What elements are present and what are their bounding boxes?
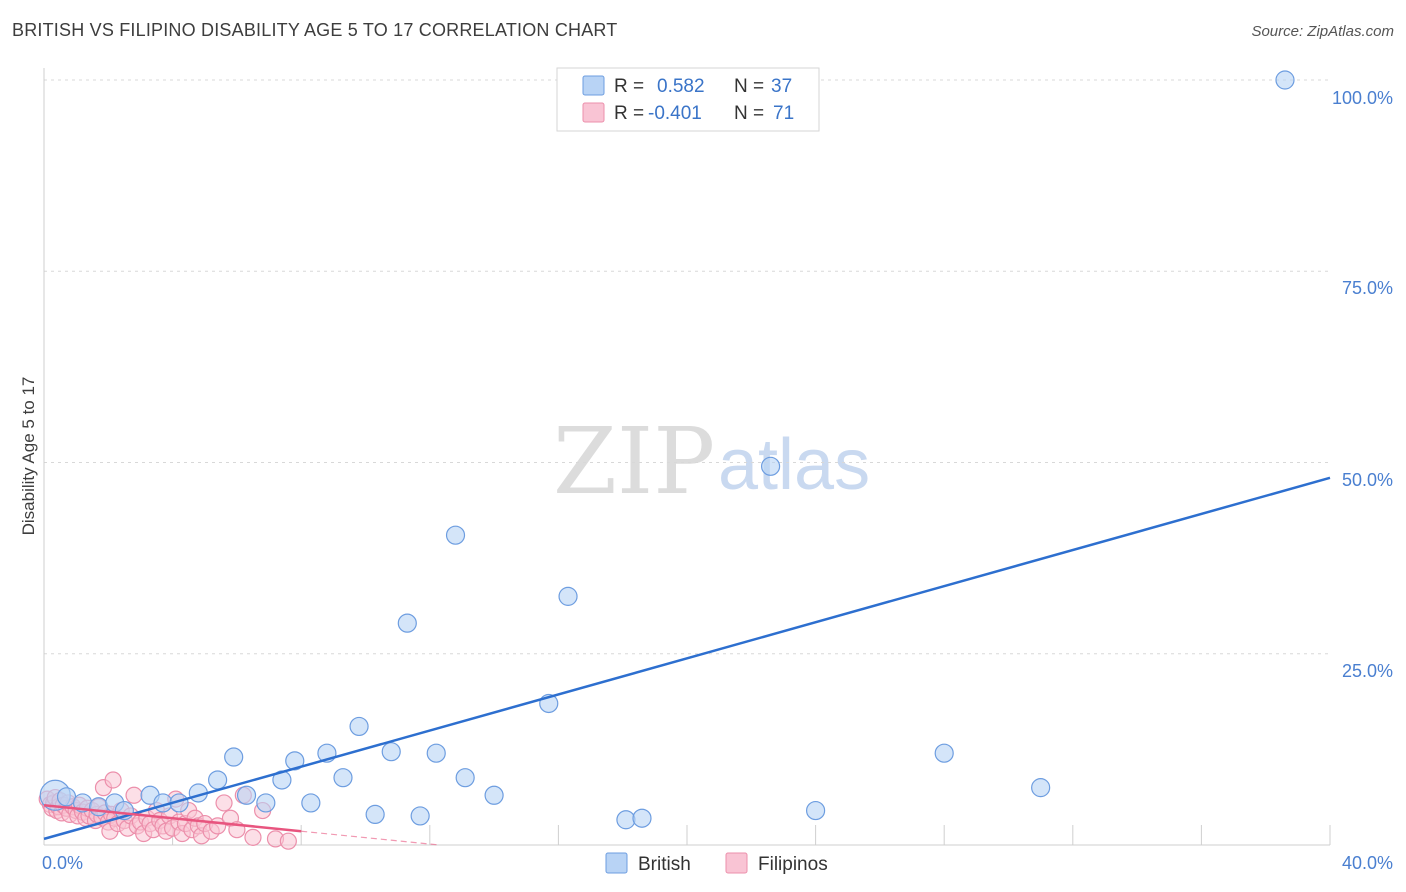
legend-swatch-british (582, 75, 605, 96)
chart-title: BRITISH VS FILIPINO DISABILITY AGE 5 TO … (12, 20, 618, 40)
filipinos-trend-line-extension (301, 830, 440, 846)
legend-bottom-filipinos: Filipinos (758, 854, 828, 875)
british-point-25 (455, 768, 475, 788)
british-point-9 (208, 770, 228, 790)
british-point-33 (934, 743, 954, 763)
legend-series: British Filipinos (605, 852, 828, 875)
watermark: ZIP atlas (553, 408, 870, 515)
british-point-14 (285, 751, 305, 771)
y-axis-label: Disability Age 5 to 17 (19, 377, 38, 536)
legend-filipinos-r-value: -0.401 (648, 103, 702, 124)
filipinos-trend-line (43, 803, 302, 833)
y-tick-label-50: 50.0% (1342, 470, 1393, 490)
british-point-31 (760, 456, 781, 476)
british-point-22 (410, 806, 430, 826)
legend-bottom-swatch-filipinos (725, 852, 748, 874)
british-point-19 (365, 804, 385, 825)
british-point-28 (558, 586, 578, 606)
british-point-29 (616, 810, 636, 830)
legend-filipinos-n-value: 71 (773, 103, 794, 124)
british-point-26 (484, 785, 504, 805)
british-point-11 (236, 785, 257, 805)
british-point-18 (349, 716, 369, 737)
x-tick-label-min: 0.0% (42, 853, 83, 873)
y-tick-labels: 25.0% 50.0% 75.0% 100.0% (1332, 88, 1393, 681)
x-tick-label-max: 40.0% (1342, 853, 1393, 873)
british-point-17 (333, 768, 353, 788)
filipinos-point-70 (279, 832, 297, 850)
y-tick-label-25: 25.0% (1342, 661, 1393, 681)
source-credit: Source: ZipAtlas.com (1251, 23, 1394, 40)
trend-lines (43, 476, 1331, 846)
legend-stats: R = 0.582 N = 37 R = -0.401 N = 71 (556, 67, 820, 132)
british-point-32 (805, 800, 826, 821)
legend-british-r-value: 0.582 (657, 76, 705, 97)
british-point-3 (89, 797, 109, 817)
british-point-12 (256, 793, 276, 813)
british-trend-line (43, 476, 1331, 841)
british-point-34 (1031, 778, 1051, 798)
filipinos-point-31 (104, 771, 122, 789)
legend-british-n-label: N = (734, 76, 764, 97)
british-point-21 (397, 613, 417, 633)
british-point-23 (426, 743, 446, 763)
filipinos-point-38 (125, 786, 143, 804)
british-point-30 (632, 808, 652, 828)
british-point-24 (445, 525, 466, 545)
british-point-1 (56, 787, 77, 807)
british-point-10 (224, 747, 244, 767)
filipinos-point-67 (244, 828, 262, 846)
legend-bottom-swatch-british (605, 852, 628, 874)
filipinos-point-63 (215, 794, 233, 812)
legend-bottom-british: British (638, 854, 691, 875)
y-tick-label-100: 100.0% (1332, 88, 1393, 108)
y-tick-label-75: 75.0% (1342, 278, 1393, 298)
legend-filipinos-r-label: R = (614, 103, 644, 124)
british-point-15 (301, 793, 321, 813)
watermark-zip: ZIP (553, 408, 715, 515)
british-point-35 (1275, 70, 1295, 90)
watermark-atlas: atlas (718, 425, 870, 505)
legend-british-r-label: R = (614, 76, 644, 97)
british-points (39, 70, 1295, 830)
legend-filipinos-n-label: N = (734, 103, 764, 124)
british-point-20 (381, 742, 401, 762)
x-axis (43, 68, 1330, 846)
legend-swatch-filipinos (582, 102, 605, 123)
legend-british-n-value: 37 (771, 76, 792, 97)
